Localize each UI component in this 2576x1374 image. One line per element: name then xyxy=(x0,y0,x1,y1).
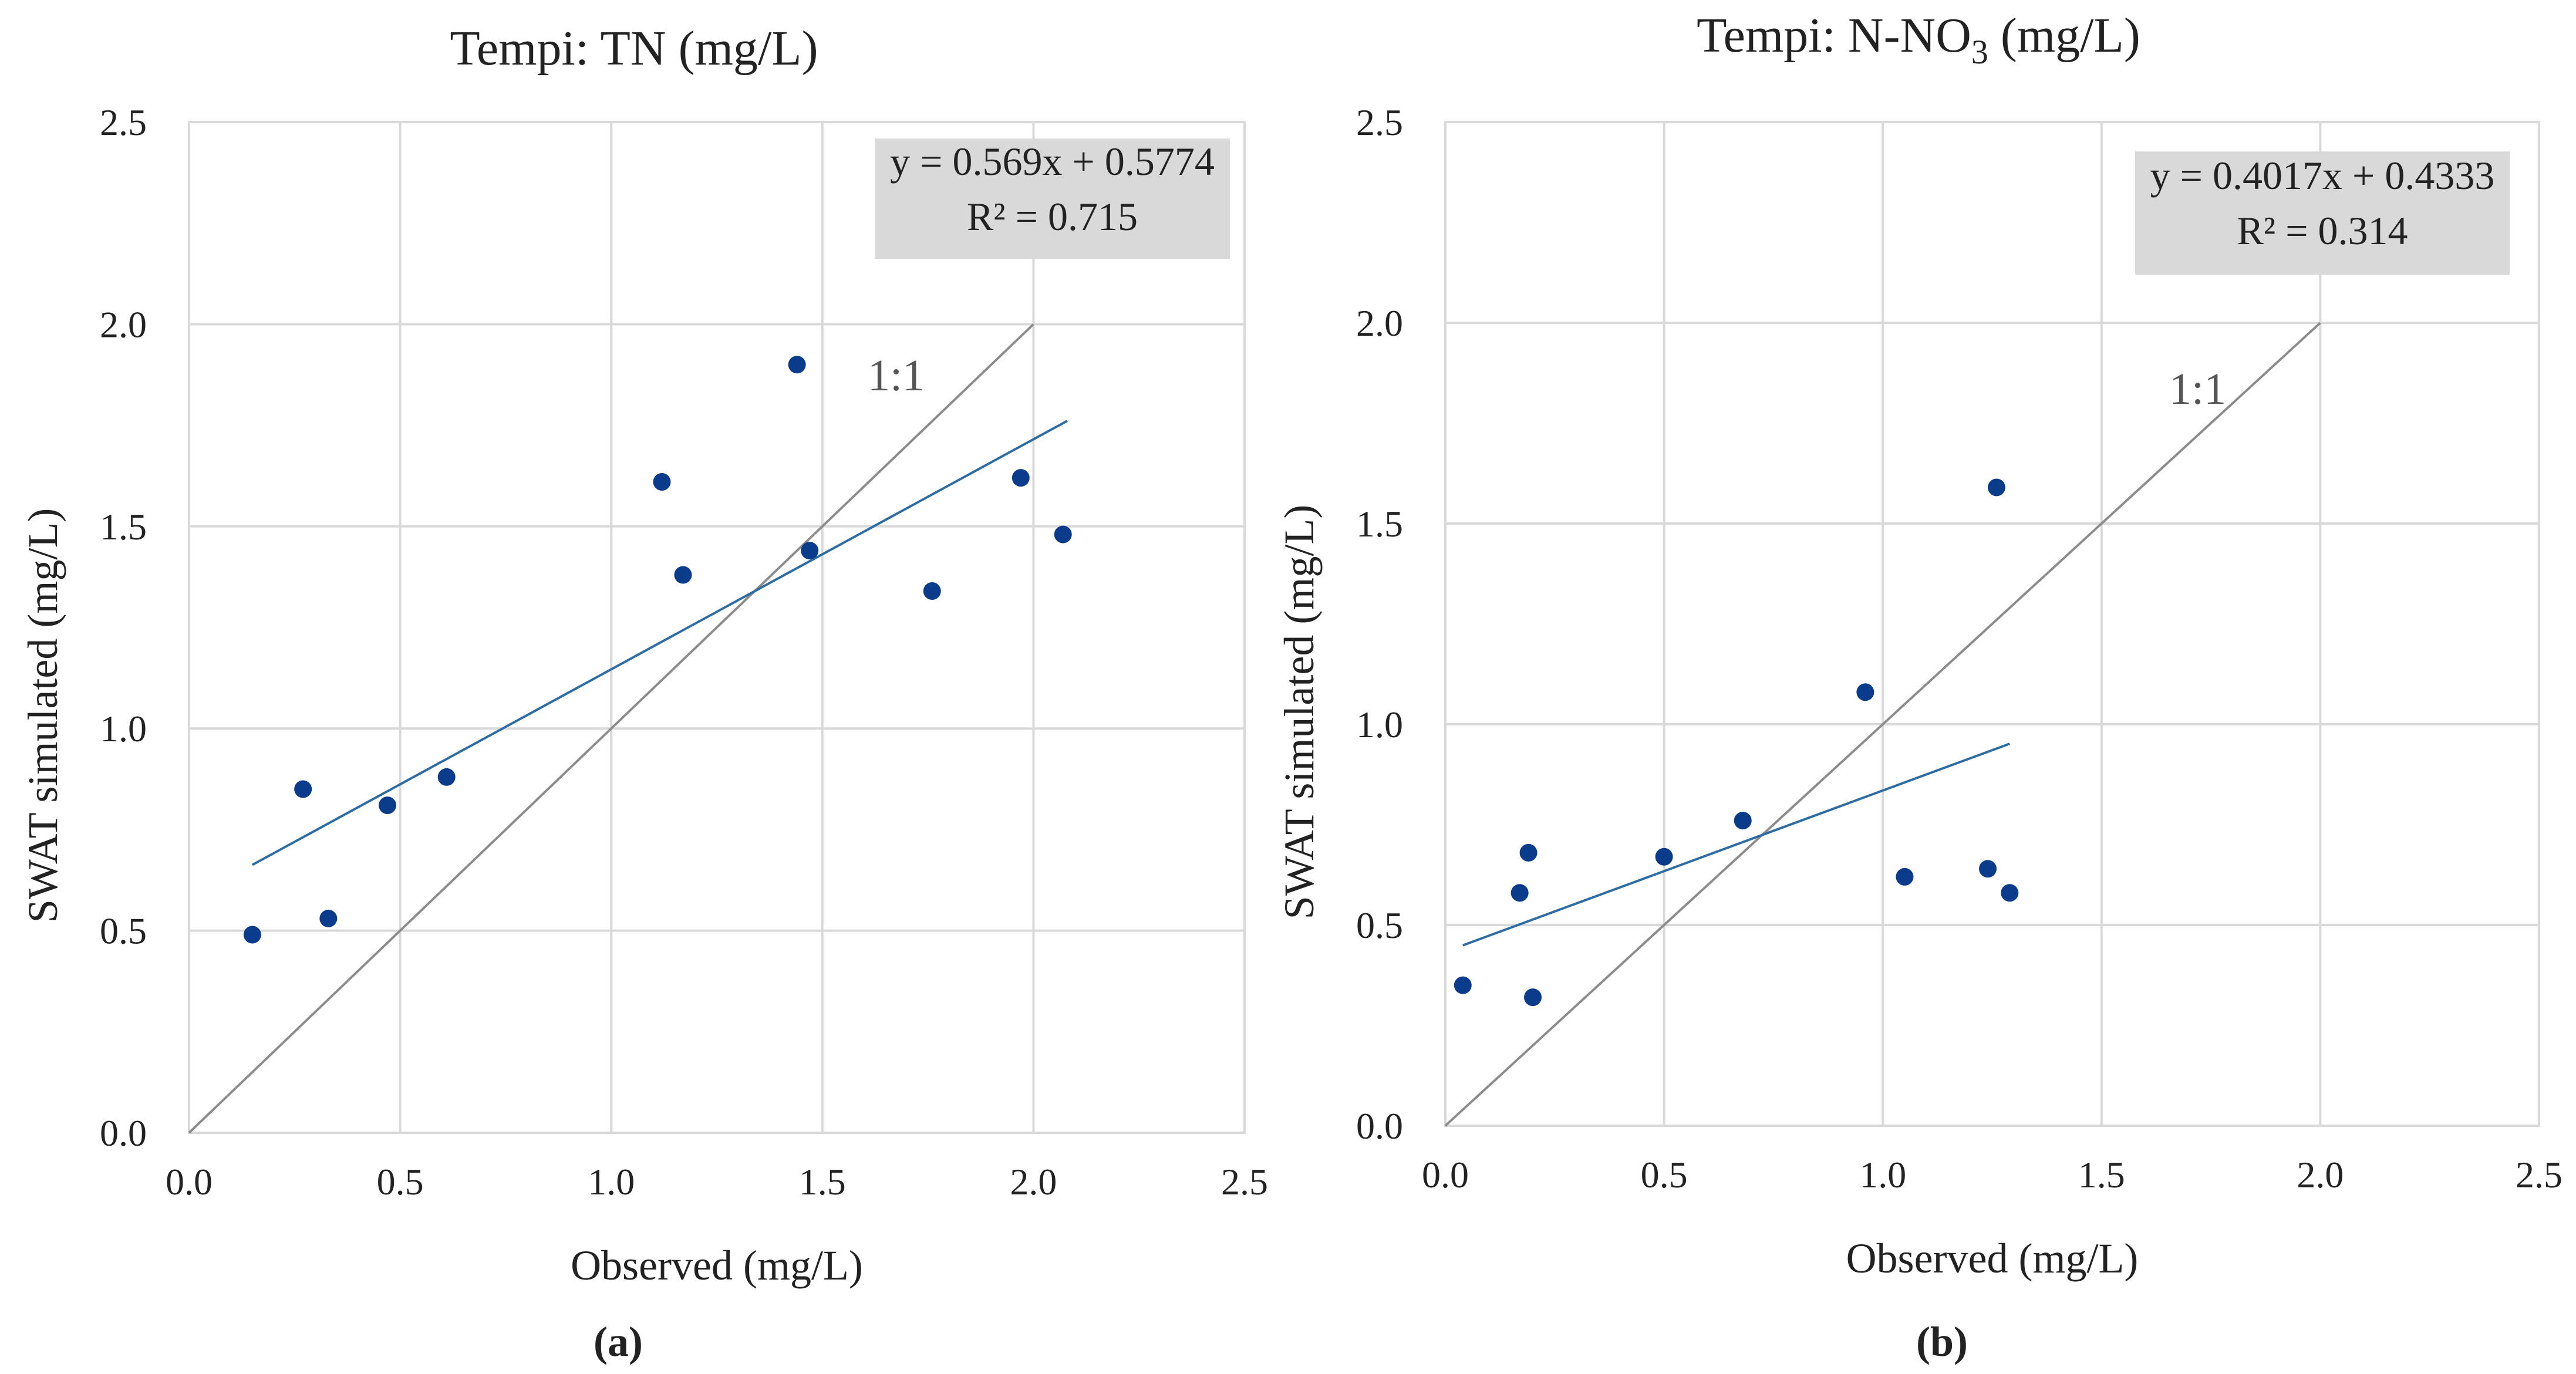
plot-area xyxy=(188,121,1246,1134)
y-tick-label: 0.5 xyxy=(1356,904,1403,946)
regression-equation: y = 0.569x + 0.5774 xyxy=(890,139,1215,184)
data-point xyxy=(319,909,338,927)
chart-title: Tempi: N-NO3 (mg/L) xyxy=(1697,8,2140,71)
chart-title-suffix: (mg/L) xyxy=(1988,8,2140,63)
y-tick-label: 0.0 xyxy=(1356,1105,1403,1147)
equation-box xyxy=(2135,151,2510,275)
y-tick-label: 0.5 xyxy=(100,910,147,952)
identity-line-label: 1:1 xyxy=(2169,364,2226,414)
data-point xyxy=(1011,469,1030,487)
panel-label: (a) xyxy=(594,1318,643,1365)
y-tick-label: 0.0 xyxy=(100,1112,147,1154)
x-tick-label: 0.0 xyxy=(1422,1154,1469,1196)
x-axis-label: Observed (mg/L) xyxy=(1846,1235,2139,1282)
data-point xyxy=(1856,683,1874,701)
data-point xyxy=(1519,843,1537,862)
y-tick-label: 2.0 xyxy=(1356,302,1403,344)
y-tick-label: 2.5 xyxy=(100,102,147,143)
identity-line xyxy=(1444,322,2321,1127)
data-point xyxy=(1454,976,1472,994)
chart-title-main: Tempi: N-NO xyxy=(1697,8,1971,63)
x-tick-label: 1.0 xyxy=(1859,1154,1906,1196)
data-point xyxy=(1987,478,2005,497)
chart-panel-a: 0.0 0.5 1.0 1.5 2.0 2.5 0.0 0.5 1.0 1.5 2.0 2.5 1:1 y… xyxy=(19,21,1268,1365)
y-axis-label: SWAT simulated (mg/L) xyxy=(19,508,66,923)
y-tick-label: 1.0 xyxy=(100,708,147,750)
data-point xyxy=(653,473,671,491)
x-tick-label: 2.5 xyxy=(1221,1161,1268,1203)
data-point xyxy=(788,356,806,374)
x-tick-label: 0.5 xyxy=(1641,1154,1688,1196)
data-point xyxy=(1510,884,1529,902)
trend-line xyxy=(1462,742,2010,947)
data-point xyxy=(1896,867,1914,886)
panel-label: (b) xyxy=(1916,1318,1968,1365)
data-point xyxy=(1979,860,1997,878)
y-tick-label: 1.5 xyxy=(100,506,147,548)
chart-title-subscript: 3 xyxy=(1971,33,1988,71)
data-point xyxy=(923,582,941,600)
data-point xyxy=(294,780,312,798)
x-tick-label: 1.5 xyxy=(799,1161,846,1203)
data-point xyxy=(243,926,261,944)
y-tick-label: 1.5 xyxy=(1356,503,1403,545)
x-tick-label: 2.0 xyxy=(2297,1154,2344,1196)
x-tick-label: 0.5 xyxy=(377,1161,424,1203)
data-point xyxy=(437,768,456,786)
y-axis-label: SWAT simulated (mg/L) xyxy=(1276,505,1323,920)
regression-equation: y = 0.4017x + 0.4333 xyxy=(2150,153,2495,198)
x-tick-label: 1.5 xyxy=(2078,1154,2125,1196)
identity-line xyxy=(188,323,1034,1134)
data-point xyxy=(674,566,692,584)
data-point xyxy=(801,542,819,560)
data-point xyxy=(379,796,397,815)
r-squared: R² = 0.715 xyxy=(967,194,1138,239)
y-tick-label: 2.0 xyxy=(100,303,147,345)
data-point xyxy=(1524,988,1542,1007)
x-tick-label: 2.0 xyxy=(1010,1161,1057,1203)
plot-area xyxy=(1444,121,2540,1127)
x-tick-label: 0.0 xyxy=(166,1161,213,1203)
y-tick-label: 1.0 xyxy=(1356,704,1403,745)
data-point xyxy=(2001,884,2019,902)
y-tick-label: 2.5 xyxy=(1356,102,1403,143)
identity-line-label: 1:1 xyxy=(868,351,925,400)
chart-panel-b: 0.0 0.5 1.0 1.5 2.0 2.5 0.0 0.5 1.0 1.5 2.0 2.5 1:1 y… xyxy=(1276,8,2562,1365)
x-tick-label: 2.5 xyxy=(2516,1154,2562,1196)
x-axis-label: Observed (mg/L) xyxy=(571,1242,863,1289)
trend-line xyxy=(251,420,1068,866)
x-tick-label: 1.0 xyxy=(588,1161,635,1203)
data-point xyxy=(1655,848,1673,866)
data-point xyxy=(1054,525,1072,543)
r-squared: R² = 0.314 xyxy=(2237,208,2408,253)
chart-title-main: Tempi: TN (mg/L) xyxy=(450,21,818,76)
data-point xyxy=(1734,812,1752,830)
equation-box xyxy=(875,139,1230,259)
chart-title: Tempi: TN (mg/L) xyxy=(450,21,818,76)
